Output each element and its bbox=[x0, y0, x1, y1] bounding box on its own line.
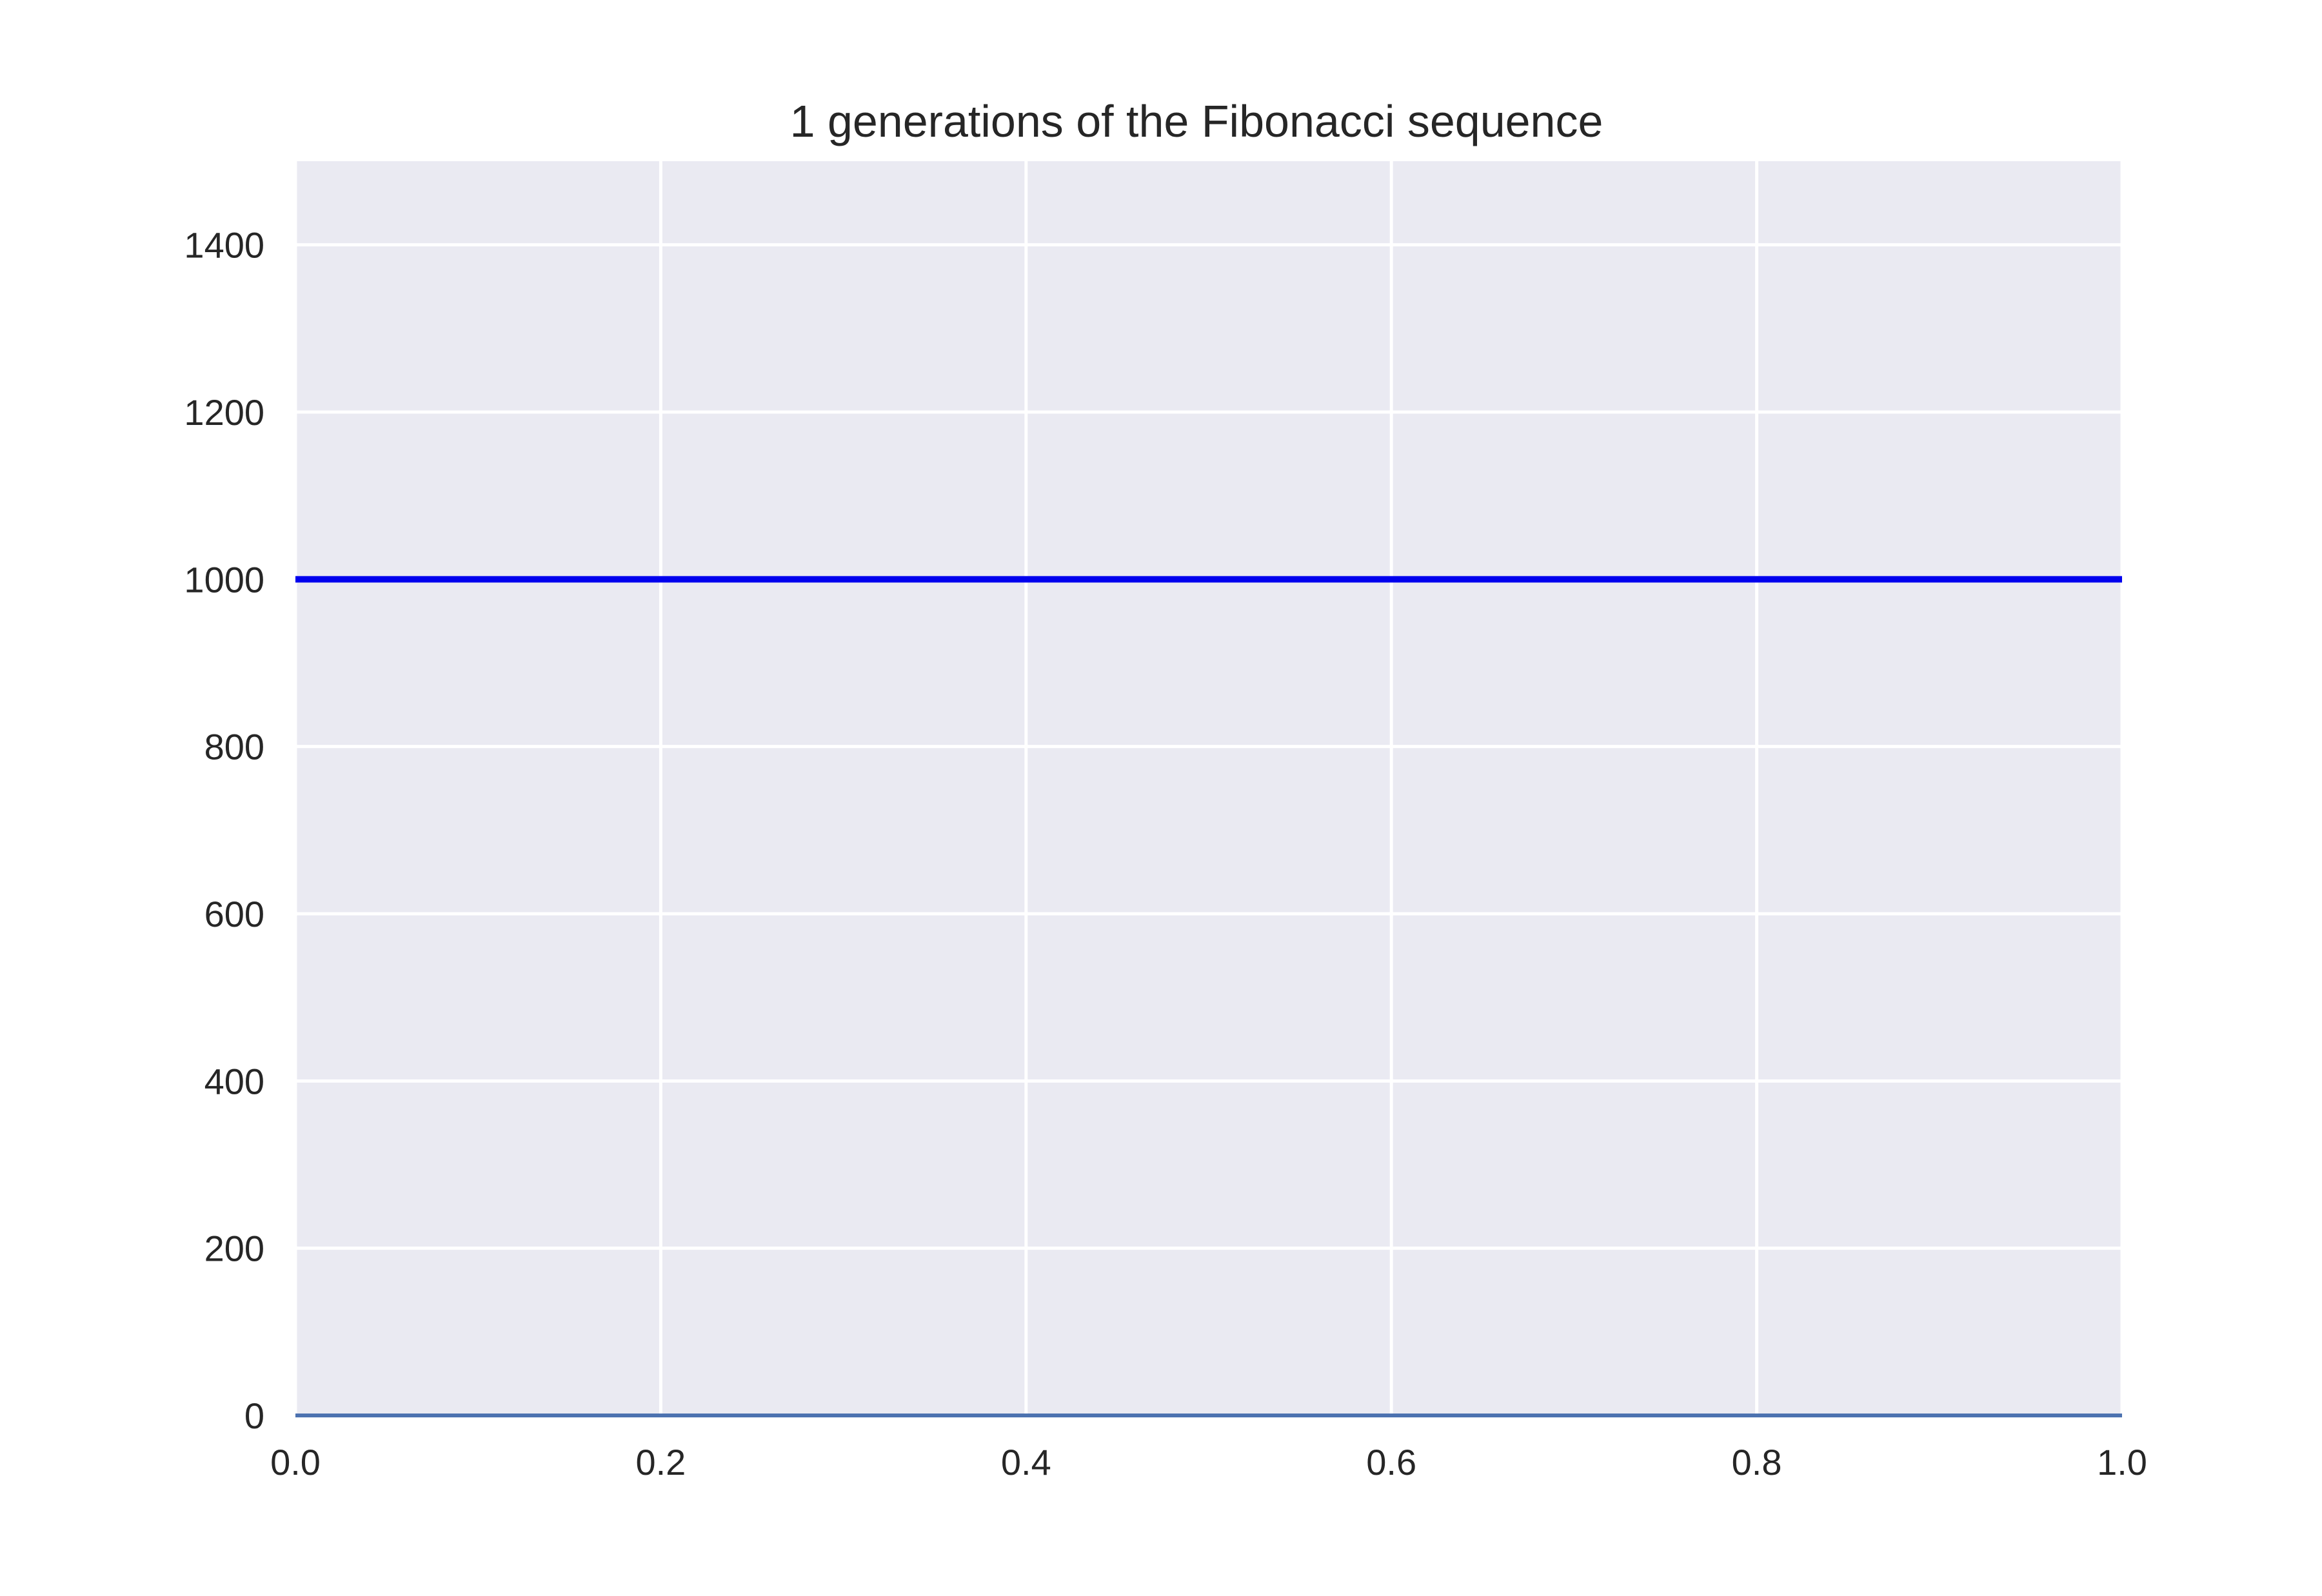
y-axis: 0 200 400 600 800 1000 1200 1400 bbox=[184, 225, 264, 1436]
y-tick-label: 400 bbox=[204, 1061, 264, 1101]
y-tick-label: 200 bbox=[204, 1228, 264, 1269]
y-tick-label: 0 bbox=[244, 1395, 264, 1436]
x-tick-label: 0.0 bbox=[270, 1442, 321, 1483]
y-tick-label: 800 bbox=[204, 727, 264, 767]
y-tick-label: 600 bbox=[204, 894, 264, 934]
y-tick-label: 1400 bbox=[184, 225, 264, 266]
chart-title: 1 generations of the Fibonacci sequence bbox=[790, 96, 1603, 146]
x-tick-label: 0.6 bbox=[1366, 1442, 1416, 1483]
plot-area bbox=[295, 161, 2122, 1415]
series-group bbox=[295, 576, 2122, 1417]
x-tick-label: 0.2 bbox=[635, 1442, 686, 1483]
y-tick-label: 1000 bbox=[184, 559, 264, 600]
x-tick-label: 0.4 bbox=[1001, 1442, 1051, 1483]
y-tick-label: 1200 bbox=[184, 392, 264, 433]
x-tick-label: 1.0 bbox=[2097, 1442, 2147, 1483]
x-tick-label: 0.8 bbox=[1732, 1442, 1782, 1483]
x-axis: 0.0 0.2 0.4 0.6 0.8 1.0 bbox=[270, 1442, 2147, 1483]
